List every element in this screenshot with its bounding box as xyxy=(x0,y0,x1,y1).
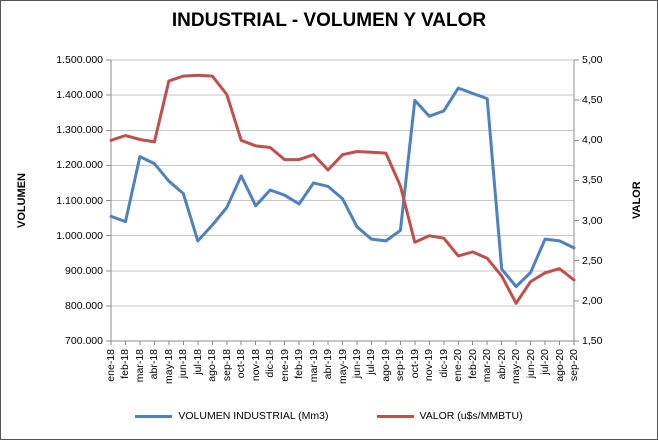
y-right-tick-label: 4,50 xyxy=(582,94,603,107)
x-axis-tick-label: oct-19 xyxy=(408,349,421,379)
x-axis-tick-label: jun-20 xyxy=(524,349,537,379)
x-axis-tick-label: sep-18 xyxy=(220,349,233,382)
x-axis-tick-label: oct-18 xyxy=(235,349,248,379)
x-axis-tick-label: abr-20 xyxy=(495,349,508,380)
x-axis-tick-label: mar-18 xyxy=(133,349,146,383)
y-right-tick-label: 5,00 xyxy=(582,54,603,66)
x-axis-tick-label: may-18 xyxy=(162,349,175,385)
x-axis-tick-label: ago-18 xyxy=(206,349,219,382)
y-right-tick-label: 3,50 xyxy=(582,174,603,187)
x-axis-tick-label: mar-19 xyxy=(307,349,320,383)
x-axis-tick-label: feb-19 xyxy=(293,349,306,379)
x-axis-tick-label: dic-19 xyxy=(437,349,450,378)
y-right-tick-label: 1,50 xyxy=(582,335,603,347)
valor-line-swatch xyxy=(376,414,414,418)
y-left-tick-label: 1.400.000 xyxy=(56,89,103,102)
y-left-tick-label: 700.000 xyxy=(65,335,103,347)
y-right-tick-label: 2,00 xyxy=(582,294,603,307)
x-axis-tick-label: ene-20 xyxy=(452,349,465,382)
x-axis-tick-label: mar-20 xyxy=(481,349,494,383)
x-axis-tick-label: jun-19 xyxy=(350,349,363,379)
y-left-tick-label: 900.000 xyxy=(65,264,103,277)
x-axis-tick-label: ago-20 xyxy=(553,349,566,382)
x-axis-tick-label: sep-20 xyxy=(568,349,580,382)
valor-axis-title: VALOR xyxy=(631,181,643,220)
y-right-tick-label: 3,00 xyxy=(582,214,603,227)
x-axis-tick-label: may-19 xyxy=(336,349,349,385)
x-axis-tick-label: ene-19 xyxy=(278,349,291,382)
x-axis-tick-label: feb-18 xyxy=(119,349,132,379)
legend: VOLUMEN INDUSTRIAL (Mm3) VALOR (u$s/MMBT… xyxy=(1,410,657,422)
x-axis-tick-label: jul-20 xyxy=(539,349,552,375)
y-right-tick-label: 4,00 xyxy=(582,134,603,147)
y-left-tick-label: 1.000.000 xyxy=(56,229,103,242)
y-right-tick-label: 2,50 xyxy=(582,254,603,267)
y-left-tick-label: 800.000 xyxy=(65,299,103,312)
x-axis-tick-label: ago-19 xyxy=(379,349,392,382)
legend-item-volumen: VOLUMEN INDUSTRIAL (Mm3) xyxy=(135,410,329,422)
x-axis-tick-label: abr-19 xyxy=(322,349,335,380)
y-left-tick-label: 1.300.000 xyxy=(56,124,103,137)
x-axis-tick-label: abr-18 xyxy=(148,349,161,380)
chart-title: INDUSTRIAL - VOLUMEN Y VALOR xyxy=(171,10,487,31)
x-axis-tick-label: sep-19 xyxy=(394,349,407,382)
y-left-tick-label: 1.500.000 xyxy=(56,54,103,66)
y-left-tick-label: 1.200.000 xyxy=(56,159,103,172)
volumen-series-line xyxy=(109,86,576,289)
x-axis-tick-label: nov-19 xyxy=(423,349,436,382)
x-axis-tick-label: may-20 xyxy=(510,349,523,385)
legend-item-valor: VALOR (u$s/MMBTU) xyxy=(376,410,523,422)
x-axis-tick-label: nov-18 xyxy=(249,349,262,382)
valor-series-line xyxy=(109,73,576,305)
legend-label-volumen: VOLUMEN INDUSTRIAL (Mm3) xyxy=(178,410,329,422)
x-axis-tick-label: ene-18 xyxy=(105,349,117,382)
x-axis-tick-label: jul-19 xyxy=(365,349,378,375)
volumen-line-swatch xyxy=(135,414,173,418)
x-axis-tick-label: feb-20 xyxy=(466,349,479,379)
y-left-tick-label: 1.100.000 xyxy=(56,194,103,207)
legend-label-valor: VALOR (u$s/MMBTU) xyxy=(419,410,523,422)
x-axis-tick-label: jun-18 xyxy=(177,349,190,379)
x-axis-tick-label: dic-18 xyxy=(264,349,277,378)
x-axis-tick-label: jul-18 xyxy=(191,349,204,375)
